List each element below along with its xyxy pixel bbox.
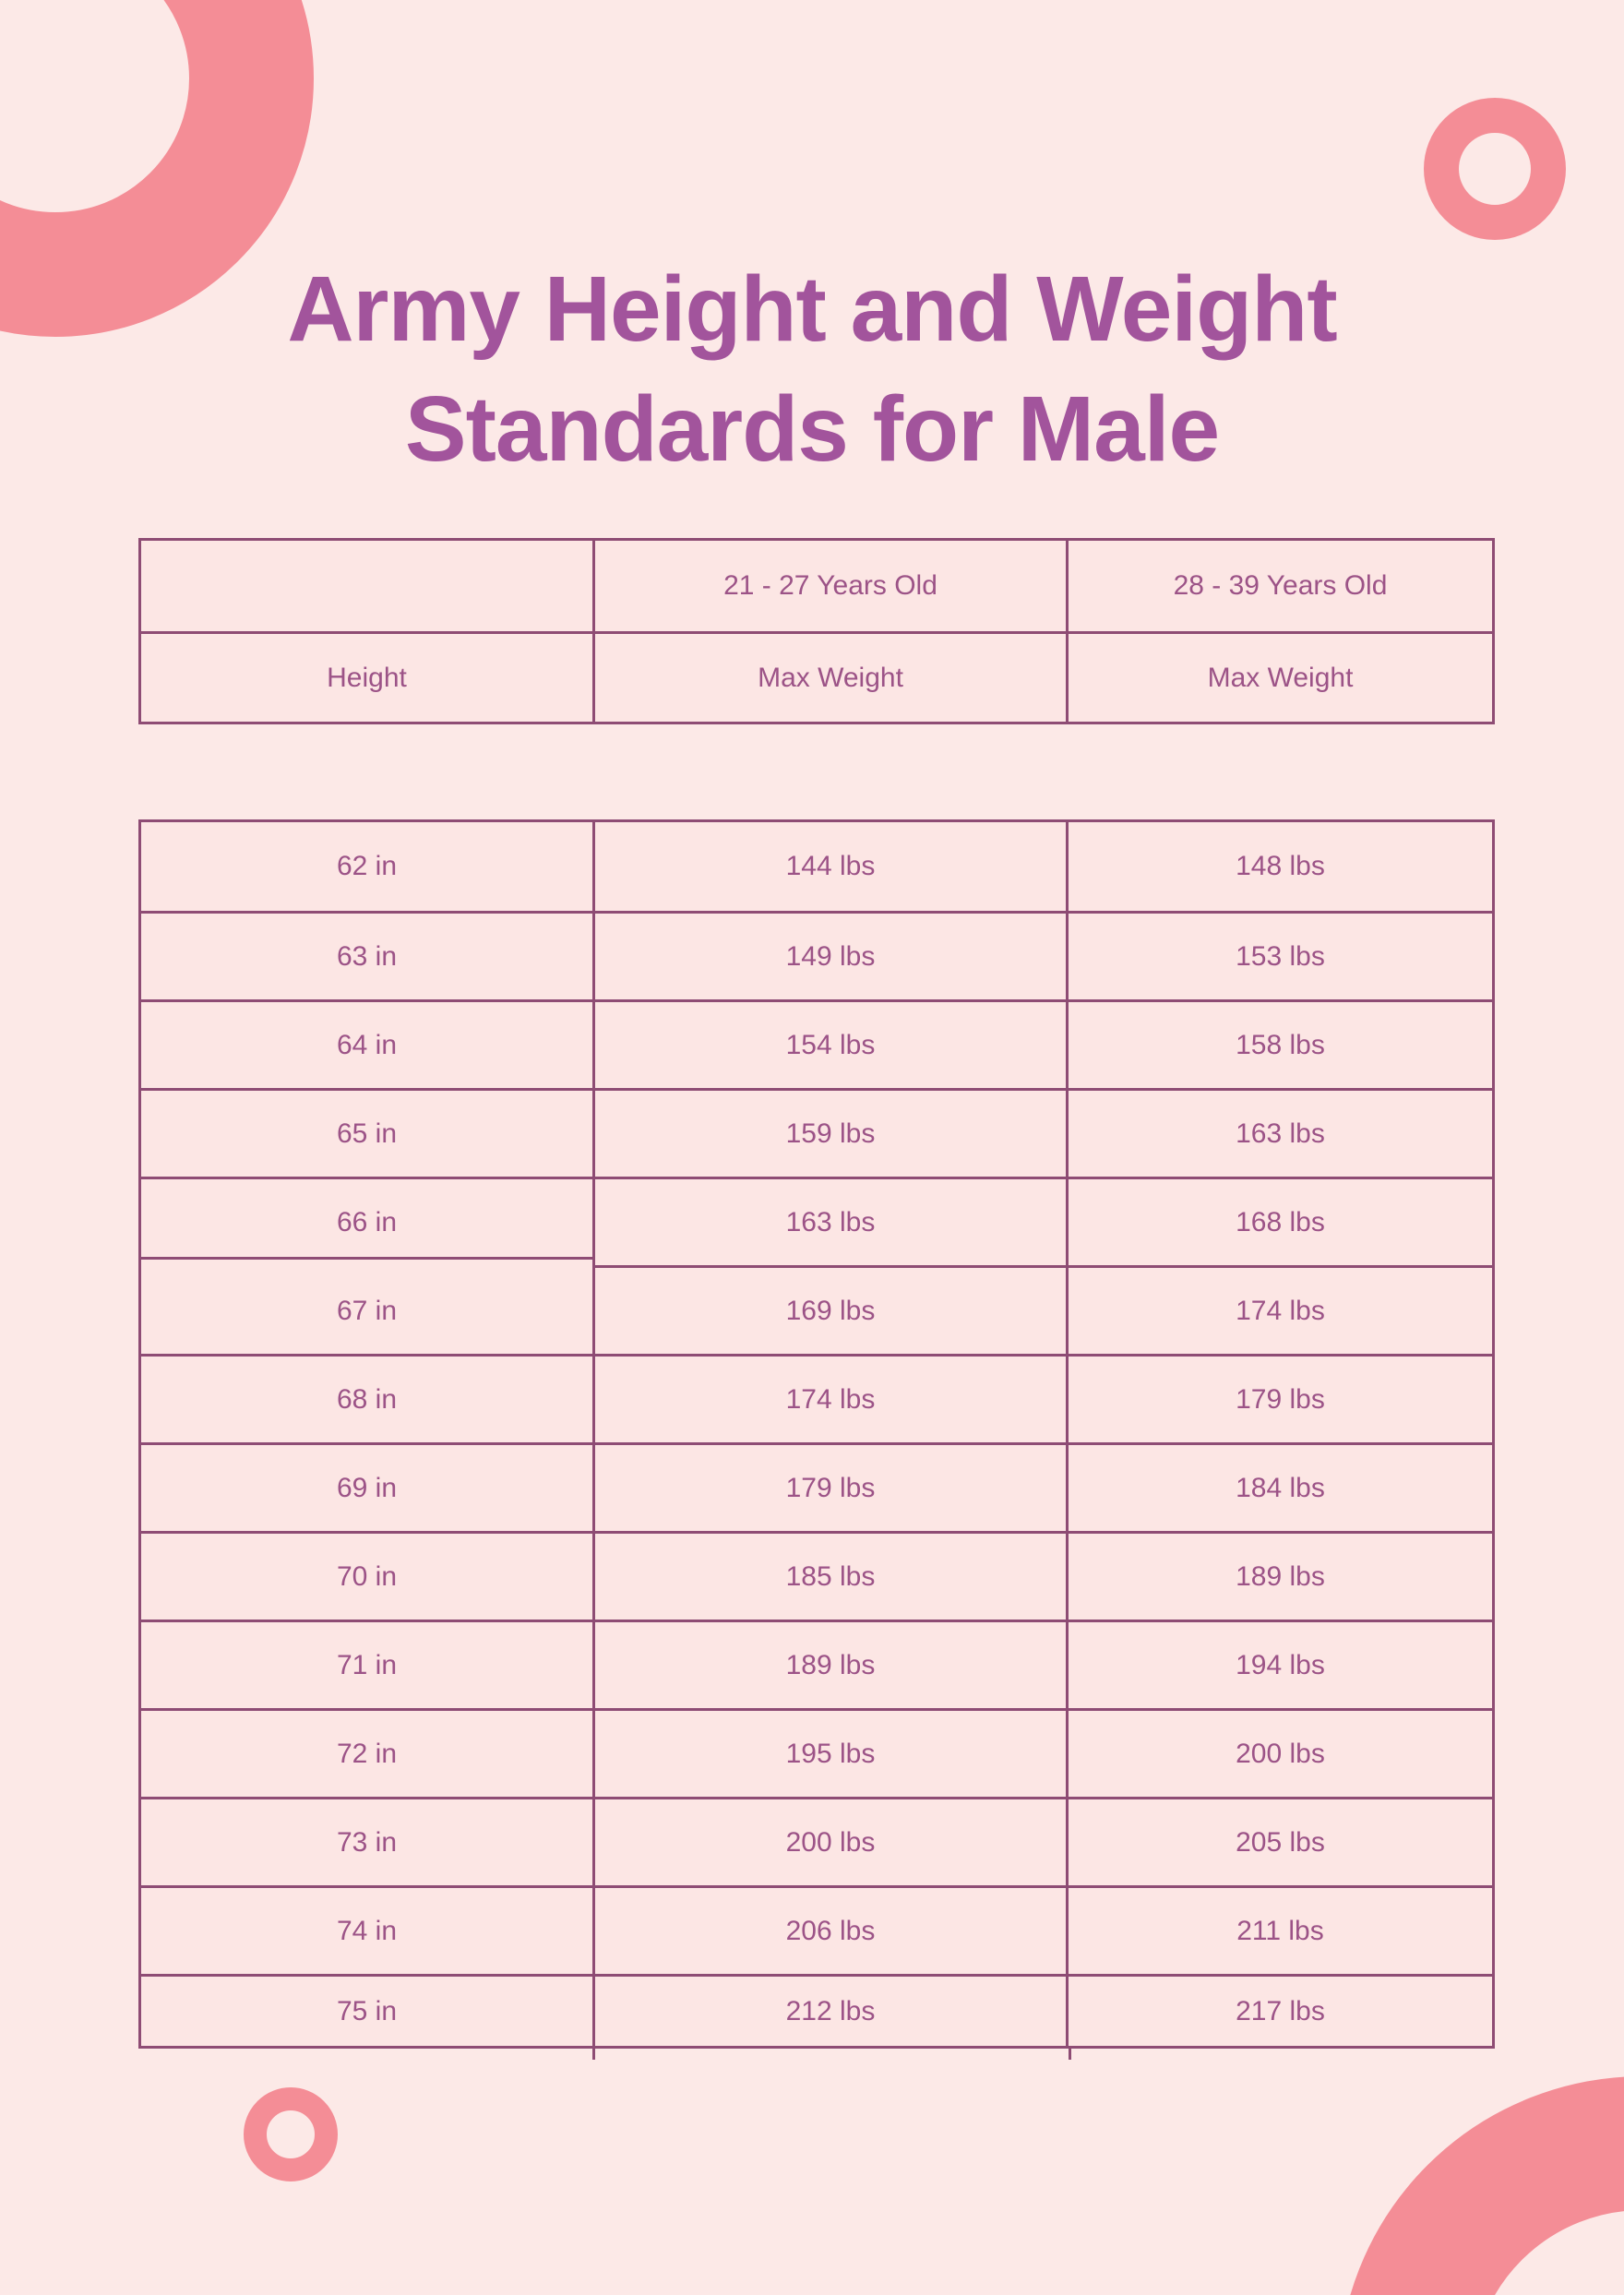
max-weight-28-39-cell: 211 lbs — [1066, 1888, 1492, 1974]
data-table: 62 in 144 lbs 148 lbs 63 in 149 lbs 153 … — [138, 819, 1495, 2049]
donut-ring-bottom-left-icon — [244, 2087, 338, 2181]
height-cell: 71 in — [141, 1622, 592, 1708]
height-cell: 65 in — [141, 1091, 592, 1177]
height-cell: 62 in — [141, 822, 592, 911]
max-weight-28-39-cell: 153 lbs — [1066, 914, 1492, 999]
max-weight-28-39-cell: 200 lbs — [1066, 1711, 1492, 1797]
header-empty-cell — [141, 541, 592, 631]
column-header-row: Height Max Weight Max Weight — [141, 631, 1492, 722]
table-header: 21 - 27 Years Old 28 - 39 Years Old Heig… — [138, 538, 1495, 724]
max-weight-21-27-cell: 185 lbs — [592, 1534, 1066, 1620]
max-weight-21-27-cell: 144 lbs — [592, 822, 1066, 911]
max-weight-21-27-cell: 195 lbs — [592, 1711, 1066, 1797]
max-weight-21-27-cell: 169 lbs — [592, 1268, 1066, 1354]
page-title-line-2: Standards for Male — [404, 377, 1220, 481]
max-weight-28-39-cell: 148 lbs — [1066, 822, 1492, 911]
max-weight-21-27-cell: 163 lbs — [592, 1179, 1066, 1265]
header-age-group-21-27: 21 - 27 Years Old — [592, 541, 1066, 631]
height-cell: 63 in — [141, 914, 592, 999]
max-weight-28-39-cell: 158 lbs — [1066, 1002, 1492, 1088]
max-weight-28-39-cell: 163 lbs — [1066, 1091, 1492, 1177]
page-title-line-1: Army Height and Weight — [287, 257, 1337, 361]
height-cell: 74 in — [141, 1888, 592, 1974]
max-weight-28-39-cell: 179 lbs — [1066, 1357, 1492, 1442]
max-weight-28-39-cell: 194 lbs — [1066, 1622, 1492, 1708]
table-border-artifact-cover — [141, 1264, 592, 1270]
table-row: 72 in 195 lbs 200 lbs — [141, 1708, 1492, 1797]
header-age-group-28-39: 28 - 39 Years Old — [1066, 541, 1492, 631]
table-row: 66 in 163 lbs 168 lbs — [141, 1177, 1492, 1265]
table-row: 63 in 149 lbs 153 lbs — [141, 911, 1492, 999]
max-weight-28-39-cell: 168 lbs — [1066, 1179, 1492, 1265]
table-row: 69 in 179 lbs 184 lbs — [141, 1442, 1492, 1531]
max-weight-21-27-cell: 149 lbs — [592, 914, 1066, 999]
table-row: 75 in 212 lbs 217 lbs — [141, 1974, 1492, 2046]
max-weight-28-39-cell: 189 lbs — [1066, 1534, 1492, 1620]
age-group-header-row: 21 - 27 Years Old 28 - 39 Years Old — [141, 541, 1492, 631]
height-cell: 67 in — [141, 1268, 592, 1354]
max-weight-28-39-cell: 205 lbs — [1066, 1799, 1492, 1885]
max-weight-21-27-cell: 206 lbs — [592, 1888, 1066, 1974]
table-border-artifact-stub-right — [1069, 2048, 1071, 2060]
max-weight-28-39-cell: 174 lbs — [1066, 1268, 1492, 1354]
height-cell: 68 in — [141, 1357, 592, 1442]
max-weight-21-27-cell: 154 lbs — [592, 1002, 1066, 1088]
max-weight-28-39-cell: 217 lbs — [1066, 1977, 1492, 2046]
table-row: 71 in 189 lbs 194 lbs — [141, 1620, 1492, 1708]
table-row: 70 in 185 lbs 189 lbs — [141, 1531, 1492, 1620]
table-row: 62 in 144 lbs 148 lbs — [141, 822, 1492, 911]
table-row: 74 in 206 lbs 211 lbs — [141, 1885, 1492, 1974]
table-row: 65 in 159 lbs 163 lbs — [141, 1088, 1492, 1177]
height-cell: 69 in — [141, 1445, 592, 1531]
height-cell: 64 in — [141, 1002, 592, 1088]
max-weight-21-27-cell: 189 lbs — [592, 1622, 1066, 1708]
max-weight-21-27-cell: 159 lbs — [592, 1091, 1066, 1177]
header-height: Height — [141, 634, 592, 722]
table-row: 73 in 200 lbs 205 lbs — [141, 1797, 1492, 1885]
max-weight-21-27-cell: 179 lbs — [592, 1445, 1066, 1531]
table-row: 64 in 154 lbs 158 lbs — [141, 999, 1492, 1088]
max-weight-21-27-cell: 212 lbs — [592, 1977, 1066, 2046]
donut-ring-bottom-right-icon — [1338, 2076, 1624, 2295]
height-cell: 70 in — [141, 1534, 592, 1620]
max-weight-21-27-cell: 174 lbs — [592, 1357, 1066, 1442]
max-weight-28-39-cell: 184 lbs — [1066, 1445, 1492, 1531]
height-cell: 73 in — [141, 1799, 592, 1885]
table-border-artifact-line — [138, 1257, 592, 1260]
height-cell: 75 in — [141, 1977, 592, 2046]
page-title: Army Height and Weight Standards for Mal… — [0, 249, 1624, 489]
table-row: 67 in 169 lbs 174 lbs — [141, 1265, 1492, 1354]
max-weight-21-27-cell: 200 lbs — [592, 1799, 1066, 1885]
donut-ring-top-right-icon — [1424, 98, 1566, 240]
header-max-weight-28-39: Max Weight — [1066, 634, 1492, 722]
table-border-artifact-stub-left — [592, 2048, 595, 2060]
height-cell: 66 in — [141, 1179, 592, 1265]
header-max-weight-21-27: Max Weight — [592, 634, 1066, 722]
table-row: 68 in 174 lbs 179 lbs — [141, 1354, 1492, 1442]
height-cell: 72 in — [141, 1711, 592, 1797]
